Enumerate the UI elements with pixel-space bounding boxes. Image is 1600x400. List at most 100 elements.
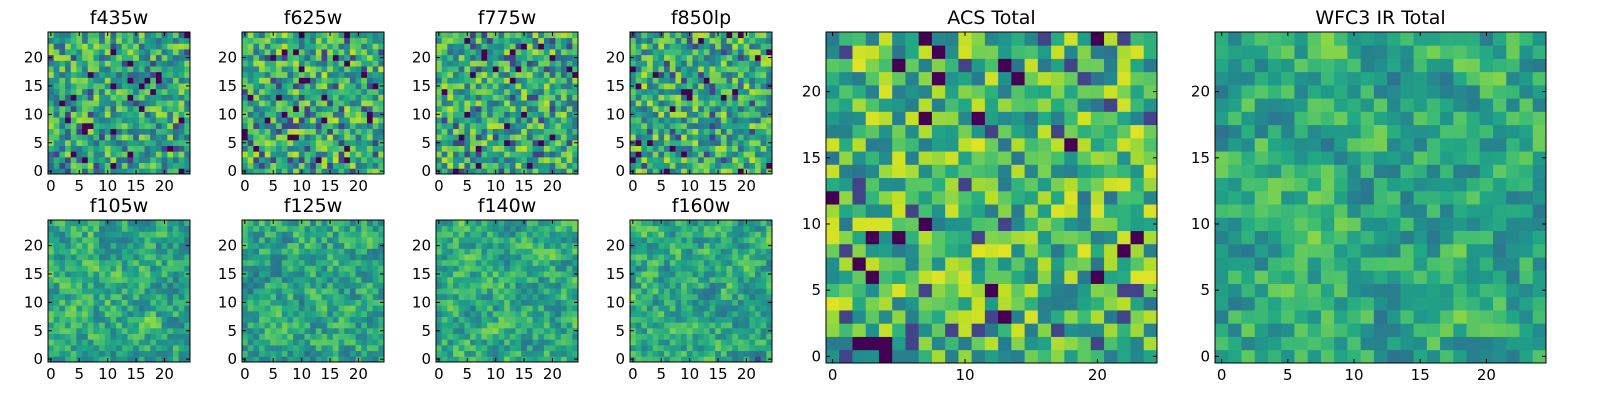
heatmap-cell bbox=[310, 134, 317, 141]
heatmap-cell bbox=[53, 117, 60, 124]
heatmap-cell bbox=[760, 276, 767, 283]
heatmap-cell bbox=[321, 322, 328, 329]
heatmap-cell bbox=[441, 77, 448, 84]
heatmap-cell bbox=[509, 310, 516, 317]
heatmap-cell bbox=[715, 162, 722, 169]
heatmap-cell bbox=[253, 259, 260, 266]
heatmap-cell bbox=[59, 356, 66, 363]
heatmap-cell bbox=[436, 282, 443, 289]
heatmap-cell bbox=[453, 237, 460, 244]
x-tick-label: 15 bbox=[514, 177, 533, 195]
heatmap-cell bbox=[270, 54, 277, 61]
heatmap-cell bbox=[641, 350, 648, 357]
heatmap-cell bbox=[635, 122, 642, 129]
heatmap-cell bbox=[70, 242, 77, 249]
heatmap-cell bbox=[315, 231, 322, 238]
heatmap-cell bbox=[481, 248, 488, 255]
heatmap-cell bbox=[116, 168, 123, 175]
heatmap-cell bbox=[150, 259, 157, 266]
heatmap-cell bbox=[566, 37, 573, 44]
heatmap-cell bbox=[464, 151, 471, 158]
heatmap-cell bbox=[635, 32, 642, 39]
heatmap-cell bbox=[726, 105, 733, 112]
heatmap-cell bbox=[732, 299, 739, 306]
heatmap-cell bbox=[349, 310, 356, 317]
heatmap-cell bbox=[70, 145, 77, 152]
heatmap-cell bbox=[99, 94, 106, 101]
heatmap-cell bbox=[304, 54, 311, 61]
heatmap-cell bbox=[487, 237, 494, 244]
heatmap-cell bbox=[332, 32, 339, 39]
heatmap-cell bbox=[127, 344, 134, 352]
heatmap-cell bbox=[361, 242, 368, 249]
axes-frame bbox=[47, 219, 191, 363]
heatmap-cell bbox=[321, 271, 328, 278]
heatmap-cell bbox=[321, 43, 328, 50]
heatmap-cell bbox=[304, 88, 311, 95]
heatmap-cell bbox=[161, 322, 168, 329]
heatmap-cell bbox=[53, 310, 60, 317]
heatmap-cell bbox=[555, 333, 562, 340]
heatmap-cell bbox=[172, 49, 180, 56]
heatmap-cell bbox=[675, 299, 682, 306]
heatmap-cell bbox=[498, 168, 505, 175]
heatmap-cell bbox=[641, 134, 648, 141]
heatmap-cell bbox=[242, 71, 249, 78]
heatmap-cell bbox=[293, 134, 300, 141]
heatmap-cell bbox=[161, 105, 168, 112]
heatmap-cell bbox=[675, 83, 682, 90]
x-tick-label: 5 bbox=[656, 177, 666, 195]
heatmap-cell bbox=[464, 54, 471, 61]
heatmap-cell bbox=[378, 265, 385, 272]
heatmap-cell bbox=[635, 94, 642, 101]
heatmap-cell bbox=[321, 105, 328, 112]
heatmap-cell bbox=[178, 248, 185, 255]
heatmap-cell bbox=[121, 122, 128, 129]
heatmap-cell bbox=[349, 282, 356, 289]
heatmap-cell bbox=[566, 128, 573, 135]
heatmap-cell bbox=[264, 43, 271, 50]
heatmap-cell bbox=[76, 37, 83, 44]
heatmap-cell bbox=[253, 37, 260, 44]
heatmap-cell bbox=[526, 282, 533, 289]
heatmap-cell bbox=[59, 322, 66, 329]
heatmap-cell bbox=[698, 66, 705, 73]
heatmap-cell bbox=[509, 54, 516, 61]
heatmap-cell bbox=[669, 271, 676, 278]
heatmap-cell bbox=[754, 168, 762, 175]
heatmap-cell bbox=[127, 356, 134, 363]
heatmap-cell bbox=[48, 225, 55, 232]
heatmap-cell bbox=[70, 88, 77, 95]
heatmap-cell bbox=[242, 43, 249, 50]
heatmap-cell bbox=[669, 333, 676, 340]
heatmap-cell bbox=[481, 299, 488, 306]
heatmap-cell bbox=[492, 145, 499, 152]
heatmap-cell bbox=[658, 60, 665, 67]
heatmap-cell bbox=[298, 344, 305, 352]
heatmap-cell bbox=[310, 151, 317, 158]
heatmap-cell bbox=[93, 316, 100, 323]
heatmap-cell bbox=[76, 134, 83, 141]
heatmap-cell bbox=[110, 231, 117, 238]
heatmap-cell bbox=[247, 156, 254, 164]
heatmap-cell bbox=[315, 117, 322, 124]
heatmap-cell bbox=[572, 49, 579, 56]
heatmap-cell bbox=[161, 339, 168, 346]
heatmap-cell bbox=[458, 248, 465, 255]
heatmap-cell bbox=[498, 356, 505, 363]
heatmap-cell bbox=[116, 43, 123, 50]
heatmap-cell bbox=[641, 344, 648, 352]
heatmap-cell bbox=[310, 71, 317, 78]
heatmap-cell bbox=[138, 32, 145, 39]
heatmap-cell bbox=[698, 310, 705, 317]
heatmap-cell bbox=[242, 276, 249, 283]
heatmap-cell bbox=[566, 225, 573, 232]
heatmap-cell bbox=[298, 254, 305, 261]
heatmap-cell bbox=[669, 83, 676, 90]
heatmap-cell bbox=[99, 242, 106, 249]
heatmap-cell bbox=[732, 71, 739, 78]
heatmap-cell bbox=[338, 237, 345, 244]
heatmap-cell bbox=[361, 60, 368, 67]
heatmap-cell bbox=[475, 134, 482, 141]
heatmap-cell bbox=[116, 316, 123, 323]
